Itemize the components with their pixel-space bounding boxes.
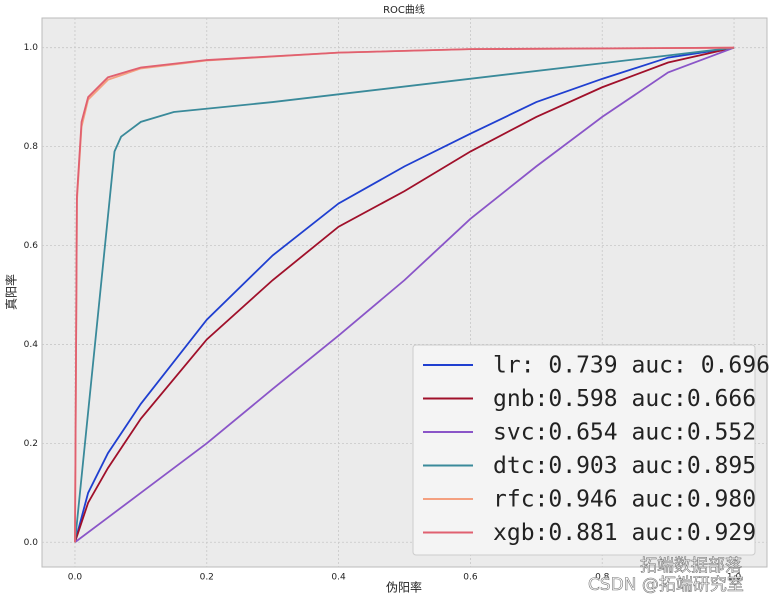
lines <box>74 46 735 543</box>
y-tick-label: 0.4 <box>24 340 39 350</box>
roc-line <box>74 46 735 543</box>
x-tick-label: 0.4 <box>331 573 346 583</box>
x-tick-label: 0.2 <box>200 573 214 583</box>
legend-label: svc:0.654 auc:0.552 <box>493 420 756 446</box>
x-axis-label: 伪阳率 <box>386 580 422 595</box>
y-axis-label: 真阳率 <box>4 274 19 310</box>
roc-line <box>74 46 735 543</box>
x-tick-label: 1.0 <box>727 573 742 583</box>
legend-label: gnb:0.598 auc:0.666 <box>493 386 756 412</box>
x-tick-label: 0.6 <box>463 573 478 583</box>
legend-label: lr: 0.739 auc: 0.696 <box>493 353 770 379</box>
watermark: CSDN @拓端研究室 <box>588 575 744 595</box>
y-tick-label: 0.6 <box>24 241 39 251</box>
roc-line <box>74 46 735 543</box>
legend-label: rfc:0.946 auc:0.980 <box>493 487 756 513</box>
legend-label: dtc:0.903 auc:0.895 <box>493 453 756 479</box>
chart-title: ROC曲线 <box>383 3 425 16</box>
y-tick-label: 0.8 <box>24 142 39 152</box>
roc-line <box>74 46 735 543</box>
y-tick-label: 1.0 <box>24 43 39 53</box>
legend-box <box>412 344 756 556</box>
legend: lr: 0.739 auc: 0.696 gnb:0.598 auc:0.666 s… <box>412 344 770 556</box>
x-tick-label: 0.0 <box>68 573 83 583</box>
roc-line <box>74 46 735 543</box>
watermark: 拓端数据部落 <box>640 556 742 576</box>
x-tick-label: 0.8 <box>595 573 610 583</box>
y-tick-label: 0.2 <box>24 439 38 449</box>
y-tick-label: 0.0 <box>24 538 39 548</box>
legend-label: xgb:0.881 auc:0.929 <box>493 520 756 546</box>
